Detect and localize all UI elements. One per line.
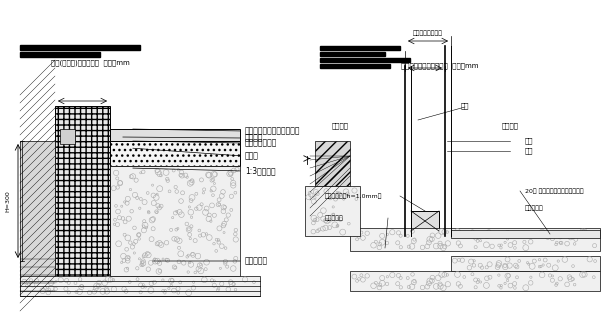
Text: （内部）: （内部） (502, 123, 519, 129)
Polygon shape (20, 256, 55, 291)
Text: 刷涂性水泥浆（一底二度）: 刷涂性水泥浆（一底二度） (245, 126, 300, 136)
Bar (320, 58, 410, 62)
Bar (20, 52, 100, 57)
Bar (350, 228, 600, 251)
Text: 20厚 天然石材（新疆黑／龙园）: 20厚 天然石材（新疆黑／龙园） (525, 188, 584, 194)
Bar (110, 129, 240, 141)
Text: 地坪高低差石材收边详图  单位：mm: 地坪高低差石材收边详图 单位：mm (401, 63, 479, 69)
Bar (320, 46, 400, 50)
Text: H=300: H=300 (5, 190, 10, 212)
Text: 粘胶层: 粘胶层 (245, 152, 259, 160)
Bar (315, 141, 350, 186)
Text: 地坪内填圈: 地坪内填圈 (325, 215, 344, 221)
Bar (55, 106, 110, 291)
Bar (305, 186, 360, 236)
Bar (320, 52, 385, 56)
Bar (451, 256, 600, 271)
Text: 水泥胶水: 水泥胶水 (245, 134, 264, 142)
Bar (110, 141, 240, 166)
Bar (320, 64, 390, 68)
Text: 地坪内填圈: 地坪内填圈 (525, 205, 544, 211)
Bar (20, 45, 140, 50)
Text: 墙体基础充填厚度: 墙体基础充填厚度 (413, 30, 443, 36)
Text: 门扇: 门扇 (525, 148, 534, 154)
Bar (451, 230, 600, 238)
Bar (110, 166, 240, 276)
Text: 石材填缝剂（h=1.0mm）: 石材填缝剂（h=1.0mm） (325, 193, 382, 199)
Text: 门槛: 门槛 (461, 103, 469, 109)
Polygon shape (20, 141, 55, 291)
Bar (60, 129, 75, 144)
Bar (20, 276, 260, 296)
Text: 地坪内填圈: 地坪内填圈 (245, 257, 268, 265)
Text: 石材(欧化砖)湿强大样图  单位：mm: 石材(欧化砖)湿强大样图 单位：mm (51, 60, 130, 66)
Text: 1:3水泥砂浆: 1:3水泥砂浆 (245, 167, 276, 175)
Bar (350, 271, 600, 291)
Text: （外部）: （外部） (332, 123, 349, 129)
Text: 石材（欧化砖）: 石材（欧化砖） (245, 139, 277, 147)
Bar (411, 211, 439, 231)
Text: 门槛: 门槛 (525, 138, 534, 144)
